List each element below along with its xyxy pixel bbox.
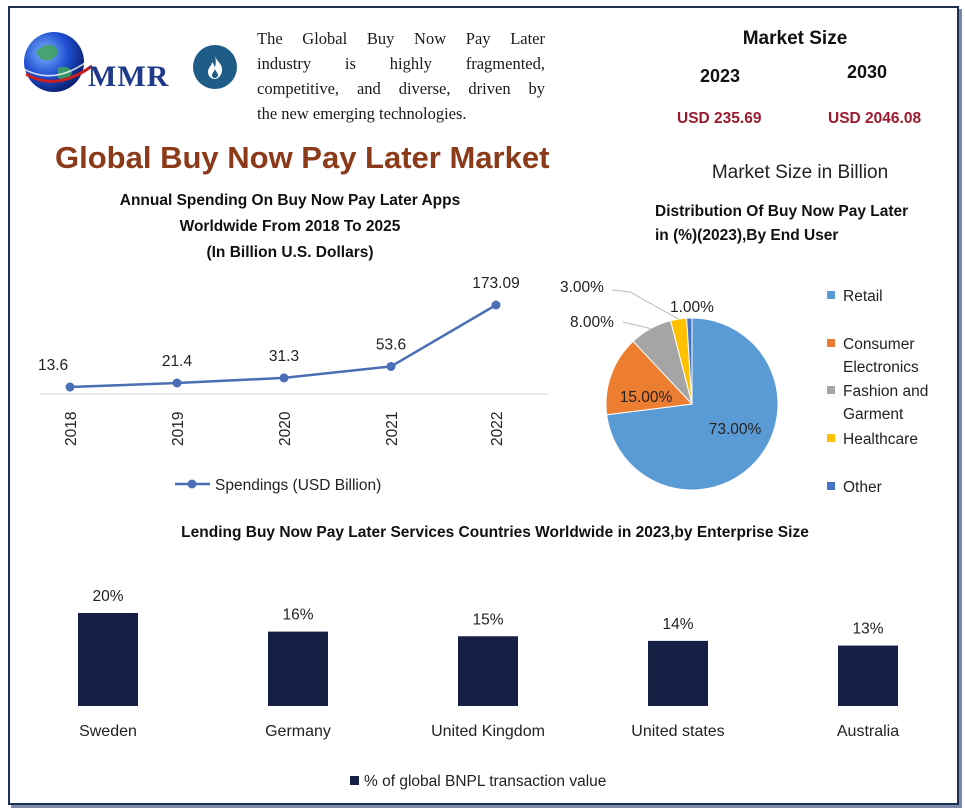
line-chart-title-line: Worldwide From 2018 To 2025	[179, 218, 401, 235]
intro-line: competitive, and diverse, driven by	[257, 79, 545, 98]
pie-data-label: 3.00%	[560, 279, 604, 296]
pie-chart: 73.00% 15.00% 8.00% 3.00% 1.00% Retail Consume…	[560, 279, 928, 496]
line-data-label: 13.6	[38, 357, 68, 374]
bar-data-label: 14%	[662, 616, 693, 633]
pie-data-label: 1.00%	[670, 299, 714, 316]
bar	[458, 636, 518, 706]
line-chart-title-line: (In Billion U.S. Dollars)	[206, 244, 374, 261]
line-data-label: 53.6	[376, 336, 406, 353]
line-legend-label: Spendings (USD Billion)	[215, 477, 381, 494]
line-chart: 13.6 2018 21.4 2019 31.3 2020 53.6 2021 173.09 20…	[38, 275, 548, 494]
pie-chart-title-line: in (%)(2023),By End User	[655, 227, 839, 244]
pie-chart-title-line: Distribution Of Buy Now Pay Later	[655, 203, 909, 220]
line-point	[172, 378, 182, 388]
globe-logo-icon	[21, 32, 95, 92]
x-tick-label: 2022	[489, 412, 506, 446]
bar-category-label: Germany	[265, 723, 331, 740]
flame-badge	[193, 45, 237, 89]
bar-data-label: 20%	[92, 588, 123, 605]
pie-legend-label: Garment	[843, 406, 904, 423]
line-chart-title-line: Annual Spending On Buy Now Pay Later App…	[119, 192, 461, 209]
bar-category-label: United Kingdom	[431, 723, 545, 740]
intro-line: the new emerging technologies.	[257, 104, 467, 123]
legend-marker	[187, 479, 197, 489]
intro-paragraph: The Global Buy Now Pay Later industry is…	[257, 26, 545, 126]
bar-category-label: Sweden	[79, 723, 137, 740]
pie-slice	[605, 340, 694, 416]
bar-data-label: 16%	[282, 607, 313, 624]
line-point	[279, 373, 289, 383]
market-size-subtitle: Market Size in Billion	[711, 162, 889, 183]
pie-legend-swatch	[827, 482, 835, 490]
x-tick-label: 2019	[170, 412, 187, 446]
bar	[268, 631, 328, 706]
year-2030: 2030	[847, 62, 888, 82]
pie-legend-label: Other	[843, 479, 882, 496]
bar-data-label: 15%	[472, 611, 503, 628]
bar-category-label: Australia	[837, 723, 899, 740]
flame-icon	[208, 56, 223, 79]
bar	[648, 640, 708, 706]
market-value-2023: USD 235.69	[677, 110, 762, 127]
x-tick-label: 2020	[277, 411, 294, 446]
market-size-title: Market Size	[742, 28, 848, 49]
line-data-label: 31.3	[269, 348, 299, 365]
pie-legend-swatch	[827, 339, 835, 347]
pie-slice	[686, 317, 693, 405]
year-2023: 2023	[700, 66, 741, 86]
intro-line: industry is highly fragmented,	[257, 54, 545, 73]
logo-text: MMR	[88, 60, 170, 93]
pie-legend-label: Retail	[843, 288, 883, 305]
bar-category-label: United states	[631, 723, 724, 740]
bar-legend-label: % of global BNPL transaction value	[364, 773, 606, 790]
pie-legend-label: Fashion and	[843, 383, 928, 400]
pie-legend-label: Electronics	[843, 359, 919, 376]
pie-data-label: 15.00%	[620, 389, 673, 406]
pie-legend-swatch	[827, 291, 835, 299]
market-value-2030: USD 2046.08	[828, 110, 922, 127]
line-data-label: 21.4	[162, 353, 193, 370]
main-title: Global Buy Now Pay Later Market	[55, 140, 550, 175]
bar	[838, 645, 898, 706]
intro-line: The Global Buy Now Pay Later	[257, 29, 545, 48]
line-data-label: 173.09	[472, 275, 519, 292]
pie-chart-title: Distribution Of Buy Now Pay Later in (%)…	[655, 200, 908, 248]
line-point	[491, 300, 501, 310]
pie-data-label: 8.00%	[570, 314, 614, 331]
pie-legend-label: Healthcare	[843, 431, 918, 448]
pie-data-label: 73.00%	[709, 421, 762, 438]
line-point	[65, 382, 75, 392]
bar-chart-title: Lending Buy Now Pay Later Services Count…	[181, 524, 809, 541]
bar-data-label: 13%	[852, 621, 883, 638]
line-point	[386, 361, 396, 371]
bar-chart: 20% Sweden 16% Germany 15% United Kingdom 14% U…	[78, 588, 899, 790]
pie-legend-swatch	[827, 434, 835, 442]
pie-legend-swatch	[827, 386, 835, 394]
pie-leader-line	[611, 289, 679, 320]
x-tick-label: 2021	[384, 412, 401, 446]
bar	[78, 613, 138, 706]
line-chart-title: Annual Spending On Buy Now Pay Later App…	[60, 188, 520, 266]
bar-legend-swatch	[350, 776, 359, 785]
x-tick-label: 2018	[63, 412, 80, 446]
pie-legend-label: Consumer	[843, 336, 915, 353]
pie-leader-line	[622, 321, 651, 330]
